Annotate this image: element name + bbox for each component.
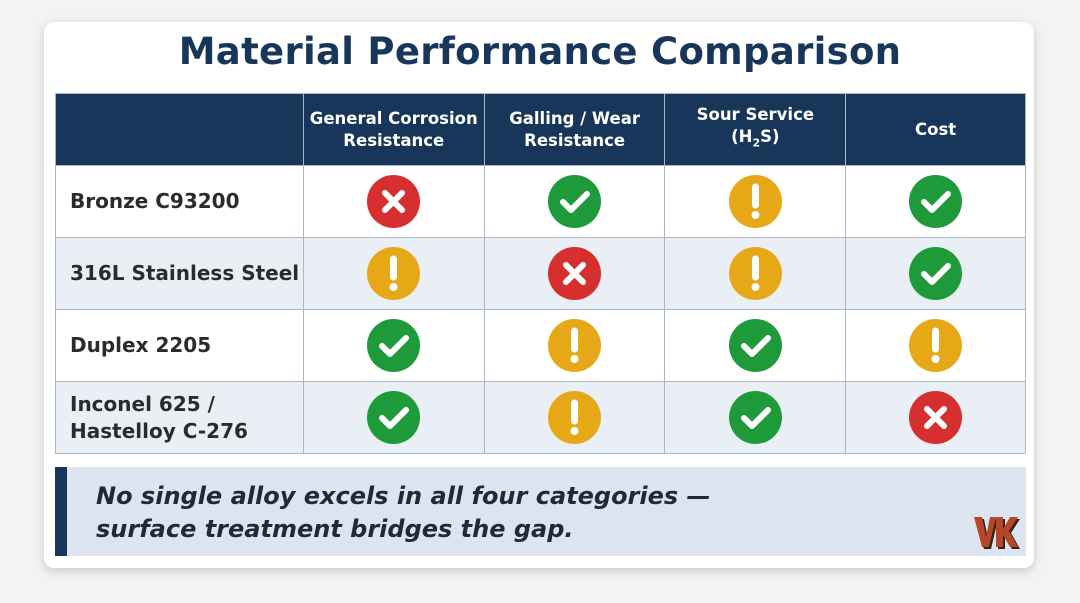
material-name: Duplex 2205 <box>55 309 304 382</box>
rating-cell <box>302 381 485 454</box>
rating-cell <box>483 309 666 382</box>
footer-line-2: surface treatment bridges the gap. <box>96 515 574 543</box>
rating-cell <box>483 381 666 454</box>
header-row: General Corrosion Resistance Galling / W… <box>55 93 1026 166</box>
header-galling-wear: Galling / Wear Resistance <box>483 93 666 166</box>
rating-cell <box>483 165 666 238</box>
check-circle-icon <box>909 247 963 300</box>
material-name: 316L Stainless Steel <box>55 237 304 310</box>
header-sour-service: Sour Service (H2S) <box>664 93 847 166</box>
exclamation-circle-icon <box>367 247 421 300</box>
material-name: Bronze C93200 <box>55 165 304 238</box>
x-circle-icon <box>367 175 421 228</box>
table-row: Duplex 2205 <box>55 309 1026 382</box>
check-circle-icon <box>367 391 421 444</box>
exclamation-circle-icon <box>548 319 602 372</box>
footer-callout: No single alloy excels in all four categ… <box>55 467 1026 556</box>
footer-text: No single alloy excels in all four categ… <box>96 480 711 546</box>
x-circle-icon <box>548 247 602 300</box>
vk-logo <box>974 517 1020 549</box>
rating-cell <box>302 237 485 310</box>
rating-cell <box>664 309 847 382</box>
rating-cell <box>845 381 1026 454</box>
header-label: Galling / Wear Resistance <box>509 108 640 150</box>
rating-cell <box>664 165 847 238</box>
accent-bar <box>55 467 67 556</box>
comparison-table: General Corrosion Resistance Galling / W… <box>55 93 1026 454</box>
footer-line-1: No single alloy excels in all four categ… <box>96 482 711 510</box>
exclamation-circle-icon <box>548 391 602 444</box>
page-title: Material Performance Comparison <box>178 30 902 73</box>
header-label: Cost <box>915 119 957 139</box>
header-general-corrosion: General Corrosion Resistance <box>302 93 485 166</box>
header-cost: Cost <box>845 93 1026 166</box>
table-row: Inconel 625 /Hastelloy C-276 <box>55 381 1026 454</box>
check-circle-icon <box>548 175 602 228</box>
header-label: General Corrosion Resistance <box>309 108 478 150</box>
exclamation-circle-icon <box>728 175 782 228</box>
rating-cell <box>845 309 1026 382</box>
header-label: Sour Service (H2S) <box>696 105 815 150</box>
rating-cell <box>664 237 847 310</box>
header-material <box>55 93 304 166</box>
rating-cell <box>483 237 666 310</box>
check-circle-icon <box>728 319 782 372</box>
exclamation-circle-icon <box>909 319 963 372</box>
check-circle-icon <box>367 319 421 372</box>
rating-cell <box>664 381 847 454</box>
x-circle-icon <box>909 391 963 444</box>
rating-cell <box>302 309 485 382</box>
check-circle-icon <box>909 175 963 228</box>
rating-cell <box>302 165 485 238</box>
rating-cell <box>845 165 1026 238</box>
check-circle-icon <box>728 391 782 444</box>
exclamation-circle-icon <box>728 247 782 300</box>
table-row: Bronze C93200 <box>55 165 1026 238</box>
material-name: Inconel 625 /Hastelloy C-276 <box>55 381 304 454</box>
rating-cell <box>845 237 1026 310</box>
table-row: 316L Stainless Steel <box>55 237 1026 310</box>
